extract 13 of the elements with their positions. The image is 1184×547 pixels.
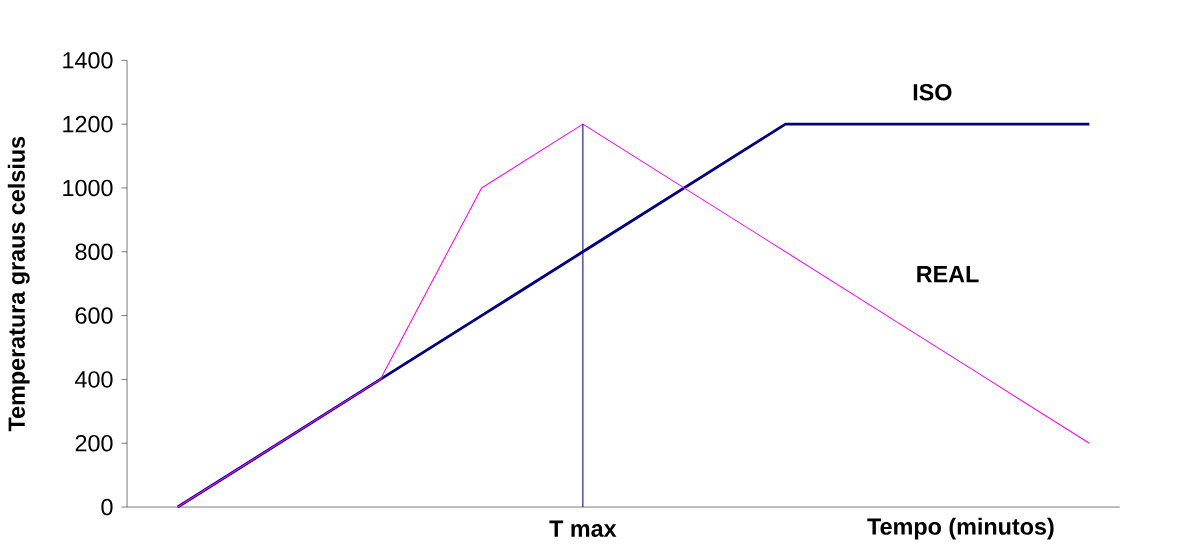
y-axis-title: Temperatura graus celsius (7, 136, 30, 432)
y-tick-label: 400 (75, 371, 113, 388)
series-label: ISO (913, 83, 952, 101)
series-label: REAL (917, 265, 979, 283)
y-tick-label: 800 (75, 243, 113, 260)
y-tick-label: 200 (75, 434, 113, 452)
x-tick-label: T max (549, 520, 617, 537)
y-tick-label: 600 (75, 307, 113, 324)
x-axis-title: Tempo (minutos) (867, 517, 1054, 540)
y-tick-label: 1400 (63, 51, 113, 69)
y-tick-label: 1000 (63, 179, 113, 197)
y-tick-label: 1200 (63, 115, 113, 133)
y-tick-label: 0 (101, 498, 113, 516)
